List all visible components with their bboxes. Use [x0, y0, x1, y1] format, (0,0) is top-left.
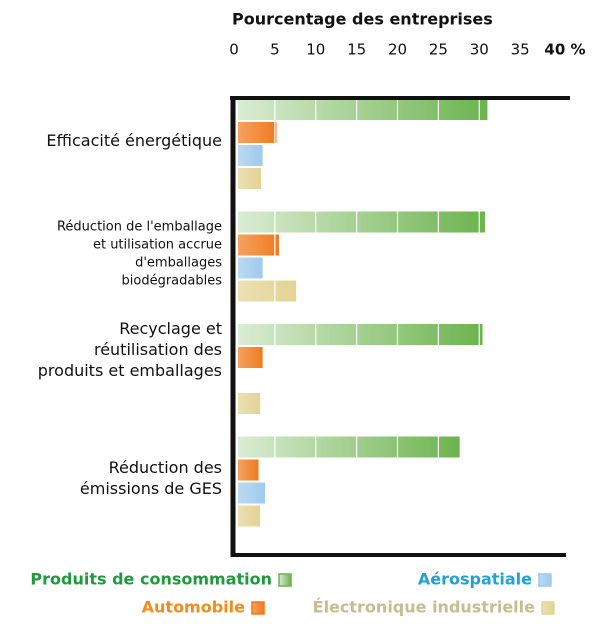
bar: [238, 347, 263, 368]
category-label: Réduction de l'emballage et utilisation a…: [57, 219, 222, 288]
bar: [238, 505, 261, 527]
bar: [238, 482, 266, 504]
bar: [238, 280, 297, 302]
x-tick-label: 20: [388, 41, 407, 59]
bar: [238, 99, 488, 120]
legend-label: Aérospatiale: [418, 570, 532, 589]
legend-swatch: [541, 601, 555, 615]
bar: [238, 234, 279, 256]
bar: [238, 393, 261, 414]
legend-swatch: [278, 573, 292, 587]
bar: [238, 324, 483, 345]
legend-label: Automobile: [142, 598, 246, 617]
legend-label: Électronique industrielle: [313, 598, 536, 617]
bar: [238, 211, 485, 233]
x-tick-label: 5: [270, 41, 280, 59]
bar: [238, 145, 263, 166]
legend-swatch: [251, 601, 265, 615]
bar: [238, 436, 460, 458]
x-tick-label: 35: [511, 41, 530, 59]
bar: [238, 168, 261, 189]
x-tick-label: 40 %: [544, 41, 585, 59]
bar: [238, 257, 263, 279]
x-tick-label: 10: [306, 41, 325, 59]
legend-label: Produits de consommation: [30, 570, 272, 589]
category-label: Efficacité énergétique: [46, 131, 222, 150]
category-label: Réduction des émissions de GES: [80, 458, 222, 498]
x-tick-label: 30: [470, 41, 489, 59]
bar: [238, 459, 259, 481]
x-tick-label: 15: [347, 41, 366, 59]
legend-swatch: [538, 573, 552, 587]
category-label: Recyclage et réutilisation des produits et…: [38, 319, 222, 380]
bar: [238, 122, 277, 143]
x-tick-label: 0: [229, 41, 239, 59]
x-tick-label: 25: [429, 41, 448, 59]
chart-title: Pourcentage des entreprises: [232, 10, 493, 29]
